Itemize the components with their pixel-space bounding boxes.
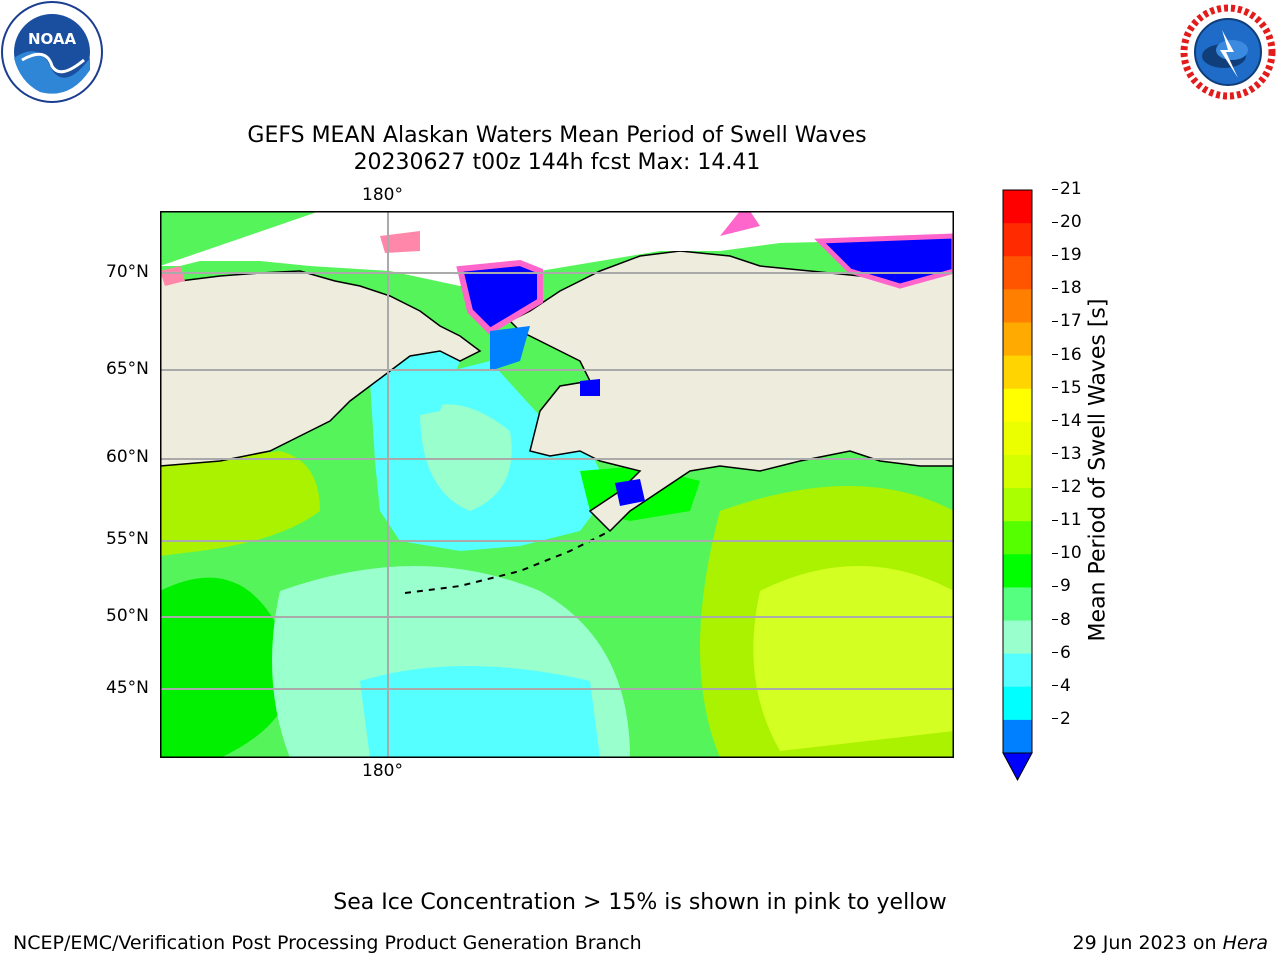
footer-date: 29 Jun 2023 on: [1072, 932, 1223, 954]
colorbar-swatch: [1003, 587, 1032, 622]
colorbar-tick-label: 21: [1052, 179, 1082, 199]
colorbar-swatch: [1003, 521, 1032, 555]
colorbar-swatch: [1003, 223, 1032, 257]
colorbar-swatch: [1003, 421, 1032, 456]
colorbar-tick-label: 9: [1052, 576, 1071, 596]
lat-label-50: 50°N: [106, 606, 149, 626]
colorbar-swatch: [1003, 454, 1032, 489]
colorbar-swatch: [1003, 289, 1032, 323]
colorbar-swatch: [1003, 653, 1032, 688]
colorbar-swatch: [1003, 256, 1032, 290]
colorbar-swatch: [1003, 355, 1032, 390]
colorbar-label: Mean Period of Swell Waves [s]: [1085, 298, 1111, 642]
footer-left: NCEP/EMC/Verification Post Processing Pr…: [13, 932, 642, 954]
colorbar-swatch: [1003, 322, 1032, 357]
colorbar-ticks: 21 20 19 18 17 16 15 14 13 12 11 10 9 8 6 4 2: [1052, 179, 1092, 768]
colorbar-swatch: [1003, 620, 1032, 655]
colorbar-tick-label: 6: [1052, 643, 1071, 663]
chart-title: GEFS MEAN Alaskan Waters Mean Period of …: [247, 123, 867, 148]
colorbar: [1002, 188, 1052, 783]
colorbar-swatch: [1003, 388, 1032, 423]
noaa-logo: NOAA: [0, 0, 104, 104]
lon-label-bottom: 180°: [362, 761, 403, 781]
colorbar-tick-label: 16: [1052, 345, 1082, 365]
colorbar-swatch: [1003, 190, 1032, 224]
footer-host: Hera: [1222, 932, 1268, 954]
lon-label-top: 180°: [362, 185, 403, 205]
sea-ice-caption: Sea Ice Concentration > 15% is shown in …: [333, 890, 947, 915]
colorbar-tick-label: 18: [1052, 278, 1082, 298]
colorbar-tick-label: 17: [1052, 311, 1082, 331]
nws-logo: [1176, 0, 1280, 104]
colorbar-extend-arrow: [1002, 752, 1033, 782]
lat-label-55: 55°N: [106, 529, 149, 549]
lat-label-70: 70°N: [106, 262, 149, 282]
lat-label-60: 60°N: [106, 447, 149, 467]
lat-label-65: 65°N: [106, 359, 149, 379]
colorbar-tick-label: 15: [1052, 378, 1082, 398]
map-panel: [159, 210, 957, 759]
colorbar-tick-label: 14: [1052, 411, 1082, 431]
colorbar-tick-label: 8: [1052, 610, 1071, 630]
noaa-logo-text: NOAA: [28, 30, 77, 48]
colorbar-tick-label: 12: [1052, 477, 1082, 497]
colorbar-swatch: [1003, 554, 1032, 588]
colorbar-tick-label: 19: [1052, 245, 1082, 265]
colorbar-tick-label: 11: [1052, 510, 1082, 530]
colorbar-tick-label: 2: [1052, 709, 1071, 729]
colorbar-swatch: [1003, 686, 1032, 721]
footer-right: 29 Jun 2023 on Hera: [1073, 932, 1268, 954]
colorbar-tick-label: 20: [1052, 212, 1082, 232]
colorbar-swatch: [1003, 488, 1032, 522]
colorbar-tick-label: 10: [1052, 543, 1082, 563]
chart-subtitle: 20230627 t00z 144h fcst Max: 14.41: [353, 150, 761, 175]
colorbar-tick-label: 13: [1052, 444, 1082, 464]
colorbar-tick-label: 4: [1052, 676, 1071, 696]
colorbar-swatch: [1003, 719, 1032, 754]
lat-label-45: 45°N: [106, 678, 149, 698]
